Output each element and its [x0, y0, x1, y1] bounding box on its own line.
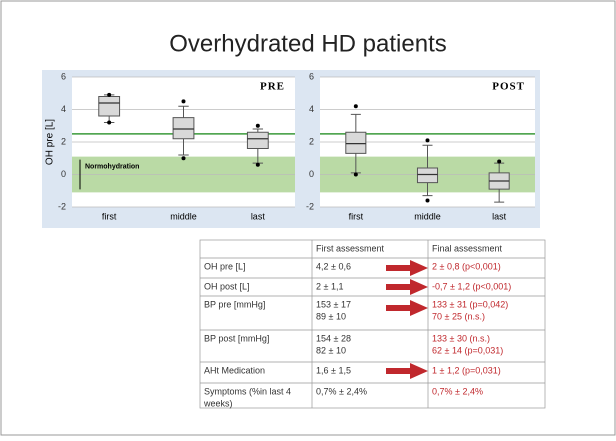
table-header: Final assessment: [432, 243, 503, 253]
y-tick-label: -2: [306, 201, 314, 211]
outlier: [353, 172, 358, 177]
arrow: [386, 363, 428, 379]
table-cell: 70 ± 25 (n.s.): [432, 311, 485, 321]
chart-title: POST: [492, 81, 525, 93]
y-tick-label: 2: [309, 136, 314, 146]
table-cell: 2 ± 1,1: [316, 281, 343, 291]
box: [345, 131, 367, 154]
table-cell: 2 ± 0,8 (p<0,001): [432, 261, 501, 271]
arrow: [386, 300, 428, 316]
outlier: [425, 138, 430, 143]
table-cell: weeks): [203, 398, 233, 408]
table-cell: 1 ± 1,2 (p=0,031): [432, 365, 501, 375]
outlier: [107, 120, 112, 125]
y-tick-label: 0: [61, 169, 66, 179]
box: [416, 167, 439, 184]
table-cell: 133 ± 31 (p=0,042): [432, 299, 508, 309]
table-cell: 4,2 ± 0,6: [316, 261, 351, 271]
table-cell: 153 ± 17: [316, 299, 351, 309]
outlier: [255, 162, 260, 167]
table-cell: -0,7 ± 1,2 (p<0,001): [432, 281, 511, 291]
arrow: [386, 260, 428, 276]
arrow: [386, 279, 428, 295]
table-cell: 154 ± 28: [316, 333, 351, 343]
outlier: [181, 99, 186, 104]
outlier: [425, 198, 430, 203]
arrows: [386, 260, 428, 379]
x-tick-label: first: [349, 211, 364, 221]
x-tick-label: middle: [414, 211, 441, 221]
x-tick-label: last: [251, 211, 266, 221]
box: [98, 96, 121, 117]
chart-title: PRE: [260, 81, 285, 93]
y-axis-label: OH pre [L]: [45, 119, 56, 165]
table-header: First assessment: [316, 243, 385, 253]
x-tick-label: middle: [170, 211, 197, 221]
x-tick-label: first: [102, 211, 117, 221]
table-cell: BP post [mmHg]: [204, 333, 269, 343]
y-tick-label: 2: [61, 136, 66, 146]
box: [246, 131, 269, 149]
table-cell: OH pre [L]: [204, 261, 246, 271]
slide-title: Overhydrated HD patients: [169, 30, 446, 57]
table-cell: 62 ± 14 (p=0,031): [432, 345, 503, 355]
y-tick-label: 6: [309, 71, 314, 81]
table-cell: 1,6 ± 1,5: [316, 365, 351, 375]
table-cell: Symptoms (%in last 4: [204, 386, 291, 396]
table-cell: 89 ± 10: [316, 311, 346, 321]
y-tick-label: 4: [309, 104, 314, 114]
y-tick-label: -2: [58, 201, 66, 211]
table-frame: [199, 239, 546, 409]
table-cell: OH post [L]: [204, 281, 250, 291]
table-cell: BP pre [mmHg]: [204, 299, 265, 309]
outlier: [107, 92, 112, 97]
y-tick-label: 4: [61, 104, 66, 114]
table-cell: 0,7% ± 2,4%: [432, 386, 483, 396]
annotation: Normohydration: [85, 163, 139, 170]
outlier: [497, 159, 502, 164]
outlier: [353, 104, 358, 109]
table-cell: 133 ± 30 (n.s.): [432, 333, 490, 343]
y-tick-label: 0: [309, 169, 314, 179]
outlier: [255, 123, 260, 128]
table-cell: AHt Medication: [204, 365, 265, 375]
y-tick-label: 6: [61, 71, 66, 81]
table-cell: 82 ± 10: [316, 345, 346, 355]
table-cell: 0,7% ± 2,4%: [316, 386, 367, 396]
x-tick-label: last: [492, 211, 507, 221]
box: [172, 117, 195, 140]
outlier: [181, 156, 186, 161]
